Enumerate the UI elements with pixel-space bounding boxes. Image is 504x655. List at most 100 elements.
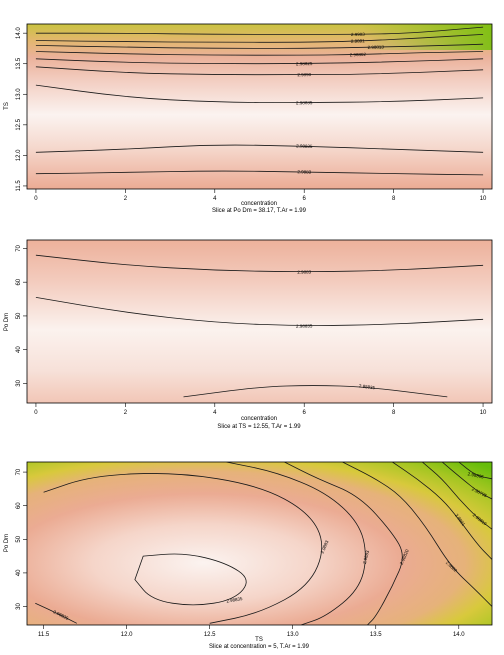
p1-x-tick-label: 0 <box>34 196 38 202</box>
panel1-heat <box>27 24 492 189</box>
p2-x-tick-label: 10 <box>480 410 487 416</box>
contour-label: 2.9891 <box>351 38 365 44</box>
contour-line <box>422 462 492 530</box>
panel2-y-axis: 30 40 50 60 70 <box>16 244 27 387</box>
contour-line <box>35 254 484 273</box>
p3-y-tick-label: 40 <box>16 569 22 576</box>
contour-line <box>35 66 484 76</box>
p2-y-tick-label: 60 <box>16 278 22 285</box>
p3-y-tick-label: 60 <box>16 502 22 509</box>
contour-label: 2.98835 <box>296 100 313 105</box>
contour-line <box>35 170 484 176</box>
p1-x-tick-label: 8 <box>392 196 396 202</box>
p2-x-tick-label: 0 <box>34 410 38 416</box>
contour-line <box>342 462 492 607</box>
contour-label: 2.98805 <box>467 471 484 479</box>
contour-label: 2.98835 <box>296 323 313 328</box>
panel3-heat <box>27 462 492 625</box>
p1-y-tick-label: 13.5 <box>16 57 22 69</box>
p2-y-tick-label: 30 <box>16 379 22 386</box>
p1-x-tick-label: 6 <box>303 196 307 202</box>
panel2-ylabel: Po Dm <box>4 313 10 331</box>
panel2-heat <box>27 240 492 403</box>
panel3-y-axis: 30 40 50 60 70 <box>16 468 27 610</box>
contour-label: 2.9883 <box>297 269 311 274</box>
panel3-frame <box>26 461 493 626</box>
panel1-heat-green <box>27 24 492 50</box>
p3-x-tick-label: 14.0 <box>453 632 465 638</box>
contour-line <box>35 144 484 153</box>
contour-line <box>441 462 492 500</box>
contour-line <box>35 602 77 624</box>
panel3-xlabel: TS <box>255 637 263 643</box>
p1-y-tick-label: 12.0 <box>16 149 22 161</box>
contour-label: 2.9890 <box>297 72 311 77</box>
p1-y-tick-label: 11.5 <box>16 180 22 192</box>
p3-x-tick-label: 11.5 <box>38 632 50 638</box>
p1-y-tick-label: 14.0 <box>16 27 22 39</box>
contour-line <box>35 297 484 326</box>
contour-label: 2.9883 <box>320 539 330 554</box>
p2-y-tick-label: 70 <box>16 244 22 251</box>
panel1-subtitle: Slice at Po Dm = 38.17, T.Ar = 1.99 <box>212 208 307 214</box>
contour-line <box>35 43 484 49</box>
panel1-y-axis: 11.5 12.0 12.5 13.0 13.5 14.0 <box>16 27 27 192</box>
p2-x-tick-label: 2 <box>124 410 128 416</box>
contour-line <box>183 385 448 398</box>
p1-y-tick-label: 12.5 <box>16 118 22 130</box>
p3-x-tick-label: 12.0 <box>121 632 133 638</box>
contour-line <box>226 462 366 625</box>
panel2-contours: 2.9883 2.98835 2.98835 <box>35 254 484 398</box>
panel2-subtitle: Slice at TS = 12.55, T.Ar = 1.99 <box>217 424 301 430</box>
contour-line <box>43 473 323 624</box>
contour-label: 2.98802 <box>350 52 367 57</box>
contour-label: 2.98835 <box>359 383 376 390</box>
panel2-xlabel: concentration <box>241 416 277 422</box>
panel1-ylabel: TS <box>4 102 10 110</box>
contour-line <box>35 58 484 65</box>
contour-label: 2.98835 <box>296 143 313 149</box>
p2-y-tick-label: 40 <box>16 346 22 353</box>
contour-line <box>35 51 484 56</box>
p2-x-tick-label: 6 <box>303 410 307 416</box>
contour-label: 2.98813 <box>368 44 385 49</box>
panel1-frame <box>26 23 493 190</box>
contour-label: 2.9883 <box>362 549 370 564</box>
p3-y-tick-label: 70 <box>16 468 22 475</box>
contour-line <box>458 462 492 480</box>
contour-label: 2.98835 <box>226 596 243 604</box>
panel2-frame <box>26 239 493 404</box>
contour-label: 2.98820 <box>399 548 410 565</box>
panel3-x-axis: 11.5 12.0 12.5 13.0 13.5 14.0 <box>38 625 465 638</box>
panel3-subtitle: Slice at concentration = 5, T.Ar = 1.99 <box>209 644 310 650</box>
contour-line <box>35 34 484 43</box>
p3-x-tick-label: 12.5 <box>204 632 216 638</box>
p3-x-tick-label: 13.0 <box>287 632 299 638</box>
contour-line <box>134 553 247 606</box>
contour-label: 2.9903 <box>351 32 365 37</box>
p2-y-tick-label: 50 <box>16 312 22 319</box>
panel1-xlabel: concentration <box>241 201 277 207</box>
contour-line <box>284 462 403 625</box>
contour-line <box>35 84 484 103</box>
p2-x-tick-label: 8 <box>392 410 396 416</box>
p1-y-tick-label: 13.0 <box>16 88 22 100</box>
p1-x-tick-label: 4 <box>213 196 217 202</box>
panel3-ylabel: Po Dm <box>4 534 10 552</box>
panel2-x-axis: 0 2 4 6 8 10 <box>34 403 487 416</box>
p3-y-tick-label: 30 <box>16 603 22 610</box>
contour-line <box>392 462 492 560</box>
contour-label: 2.9883 <box>297 169 311 174</box>
contour-label: 2.98825 <box>296 61 313 66</box>
p1-x-tick-label: 10 <box>480 196 487 202</box>
panel1-x-axis: 0 2 4 6 8 10 <box>34 189 487 202</box>
p2-x-tick-label: 4 <box>213 410 217 416</box>
contour-line <box>35 26 484 35</box>
p3-x-tick-label: 13.5 <box>370 632 382 638</box>
p3-y-tick-label: 50 <box>16 535 22 542</box>
